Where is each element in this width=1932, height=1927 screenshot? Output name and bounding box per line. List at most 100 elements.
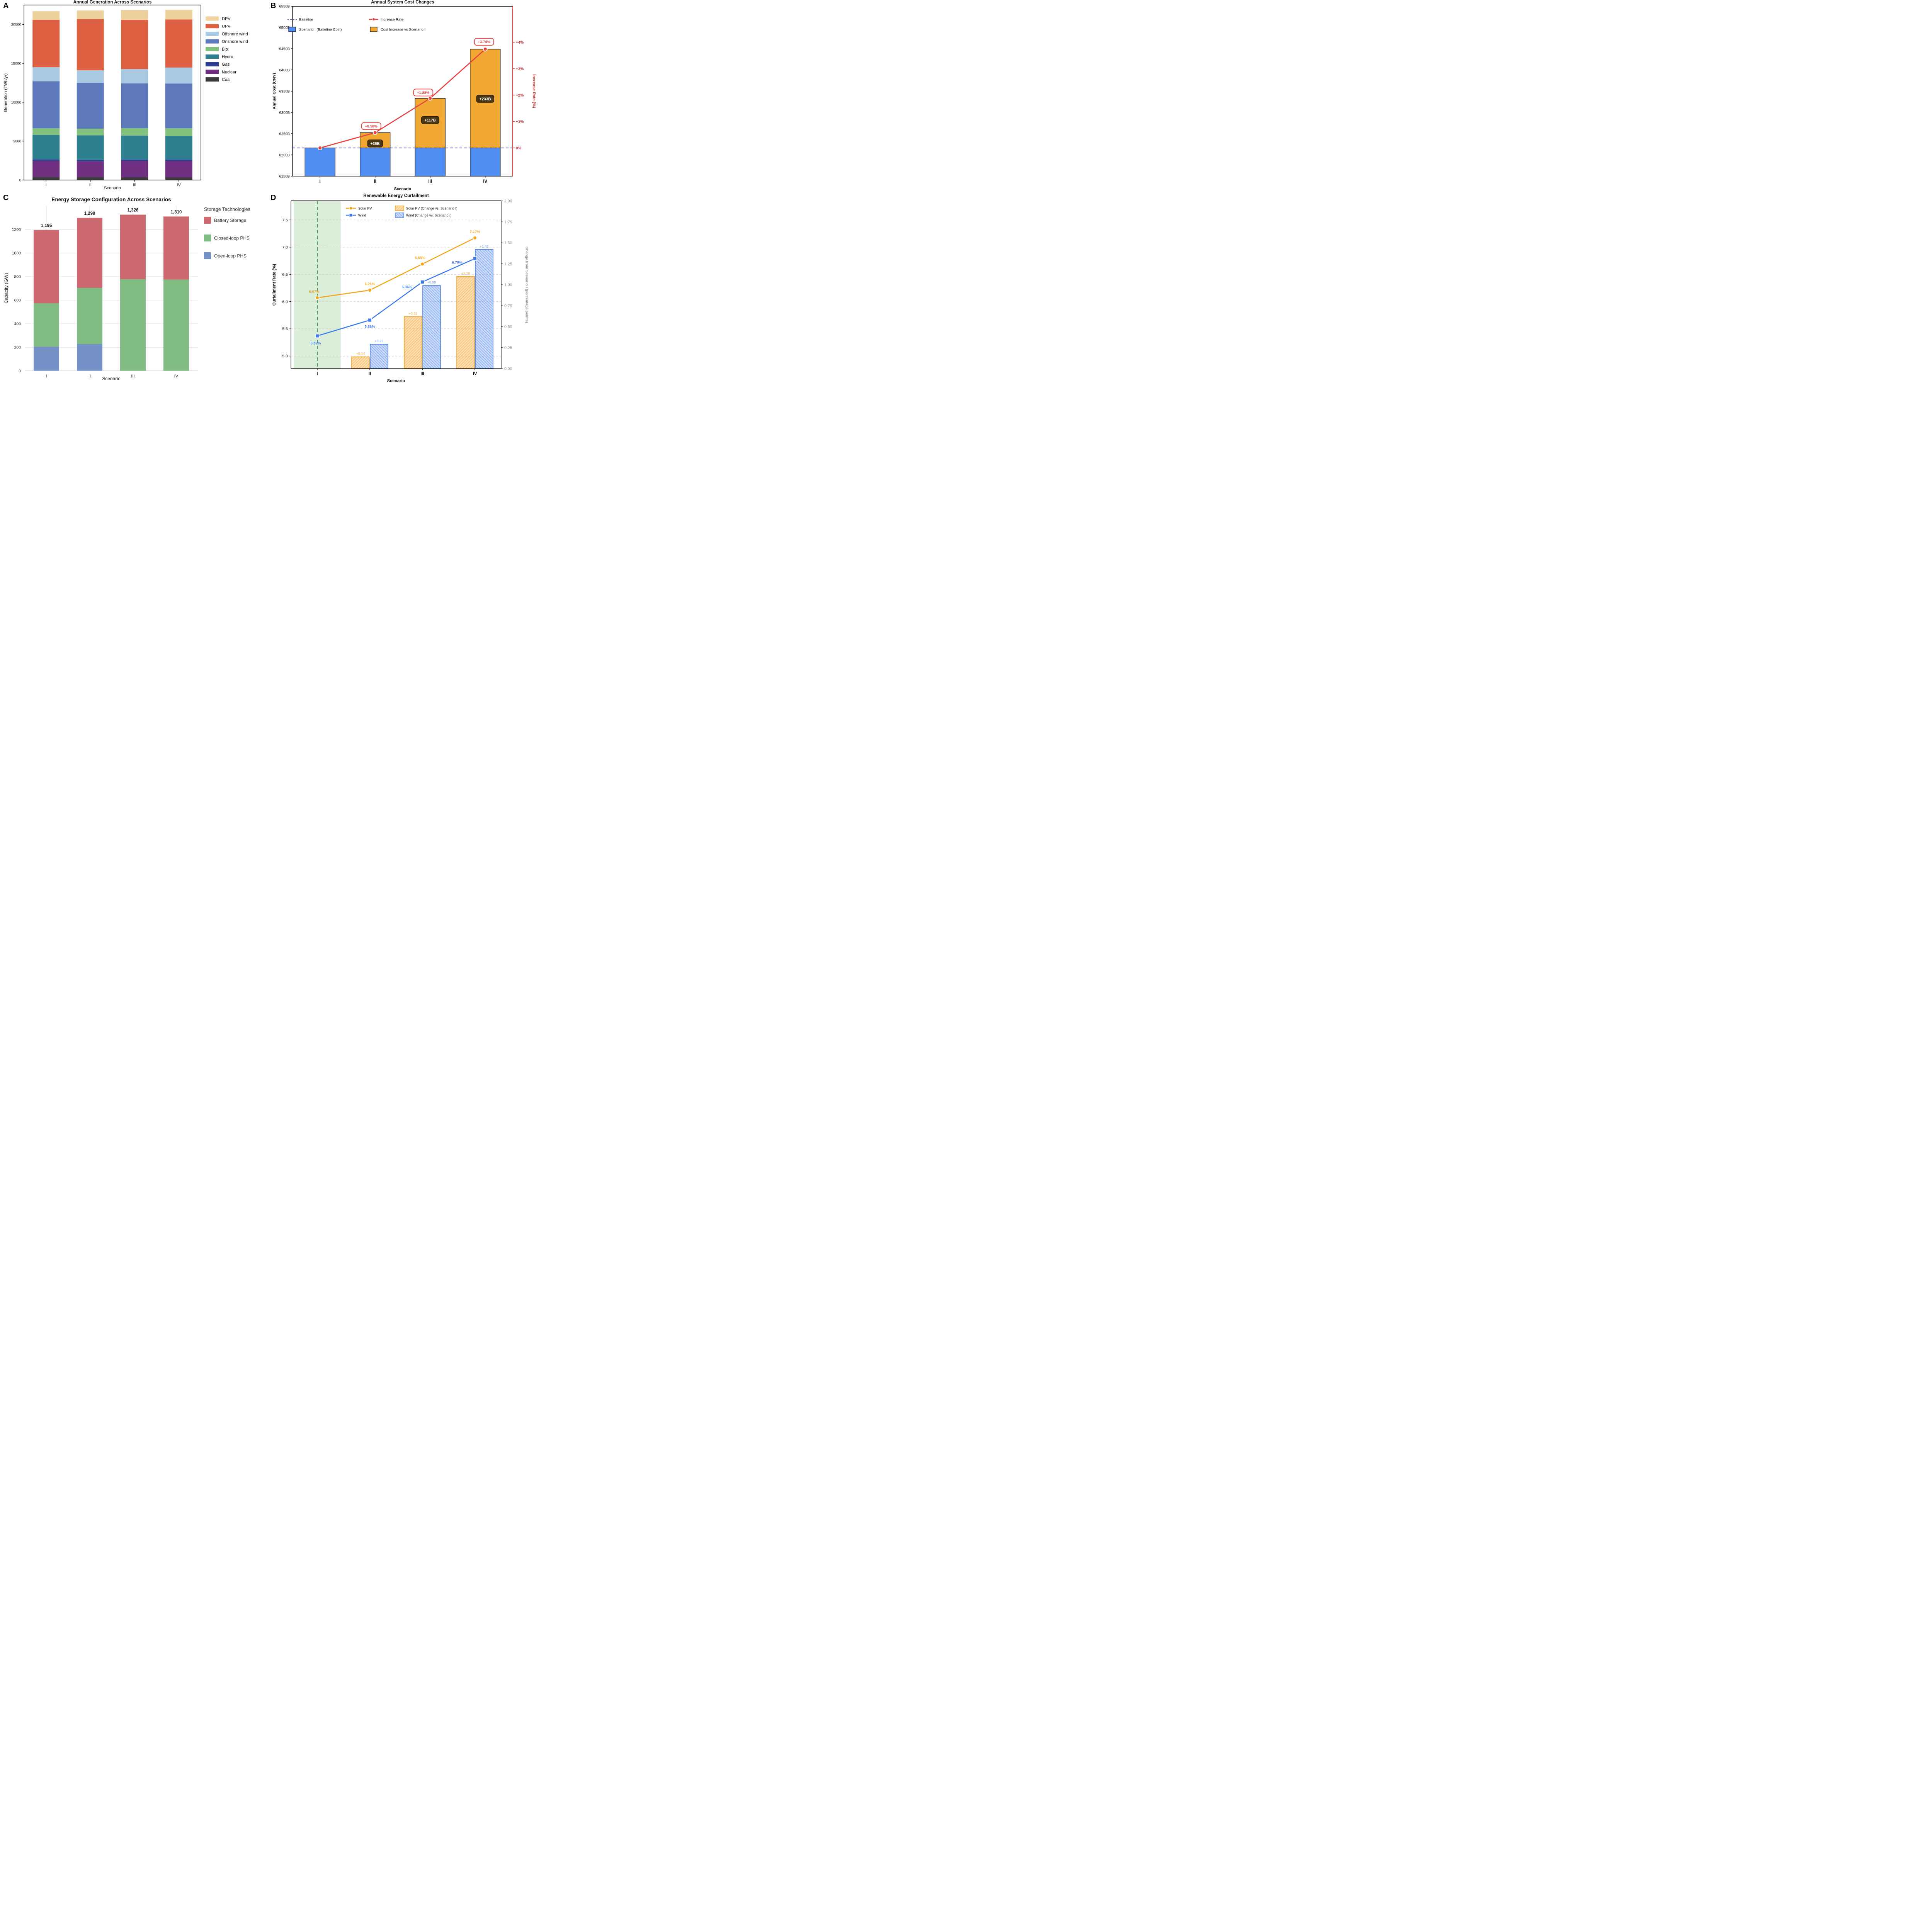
legend-swatch-battery-storage (204, 217, 211, 224)
legend-swatch-closed-loop-phs (204, 235, 211, 241)
panel-c-xlabel: Scenario (102, 376, 121, 381)
increase-annotation-label: +36B (371, 142, 380, 146)
legend-label: Wind (358, 214, 366, 218)
panel-c-title: Energy Storage Configuration Across Scen… (51, 197, 171, 202)
solar-pv-line (317, 237, 475, 299)
y-tick-label: 5000 (13, 139, 21, 144)
left-axis-ticks: 5.0 5.5 6.0 6.5 7.0 7.5 (282, 218, 291, 359)
panel-annual-generation: A Annual Generation Across Scenarios Gen… (0, 0, 269, 193)
y-tick-label: 600 (14, 298, 21, 303)
rate-annotation-label: +3.74% (478, 40, 491, 44)
legend-label: Cost Increase vs Scenario I (381, 27, 425, 32)
legend-solar-marker (349, 206, 353, 210)
right-tick-label: 1.75 (504, 220, 512, 224)
panel-b-title: Annual System Cost Changes (371, 0, 434, 5)
legend-swatch-offshore-wind (206, 31, 219, 36)
x-tick-label: IV (177, 183, 181, 187)
right-axis-ticks: 0.00 0.25 0.50 0.75 1.00 1.25 1.50 1.75 2.00 (501, 199, 512, 371)
panel-letter-d: D (270, 194, 276, 202)
bar-segment-gas-II (77, 160, 104, 161)
legend-label: Nuclear (222, 70, 236, 75)
bar-segment-coal-I (32, 177, 60, 180)
bar-segment-bio-IV (165, 128, 192, 136)
panel-b-ylabel-right: Increase Rate (%) (532, 74, 536, 108)
panel-d-title: Renewable Energy Curtailment (363, 194, 429, 198)
x-tick-label: IV (473, 372, 477, 376)
panel-curtailment: D Renewable Energy Curtailment Curtailme… (269, 193, 539, 386)
x-tick-label: I (316, 372, 318, 376)
wind-change-label: +1.42 (480, 245, 489, 248)
legend-label: UPV (222, 24, 231, 29)
legend-rate-dot (372, 18, 375, 21)
y-tick-label: 1000 (12, 251, 21, 256)
y-tick-label: 6.5 (282, 272, 288, 277)
bar-segment-upv-IV (165, 19, 192, 68)
legend-label: Closed-loop PHS (214, 236, 250, 241)
total-label-III: 1,326 (128, 208, 139, 213)
y-tick-label: 7.0 (282, 245, 288, 250)
legend-label: Onshore wind (222, 39, 248, 44)
bar-segment-upv-I (32, 20, 60, 68)
wind-change-bar-III-hatch (423, 285, 440, 369)
x-tick-label: I (46, 183, 47, 187)
legend-swatch-bio (206, 47, 219, 51)
legend-swatch-open-loop-phs (204, 252, 211, 259)
bar-segment-upv-II (77, 19, 104, 71)
x-tick-label: I (320, 179, 321, 184)
bar-segment-hydro-II (77, 135, 104, 160)
wind-change-bar-II-hatch (370, 344, 388, 369)
x-tick-label: III (133, 183, 136, 187)
y-tick-label: 6400B (279, 68, 290, 72)
y-tick-label: 6300B (279, 110, 290, 115)
bar-segment-bio-III (121, 128, 148, 136)
bar-segment-coal-IV (165, 177, 192, 180)
storage-bars (34, 214, 189, 371)
figure-annual-scenarios: A Annual Generation Across Scenarios Gen… (0, 0, 539, 386)
wind-marker-III (420, 280, 425, 284)
right-tick-label: +1% (516, 120, 524, 124)
legend-cost: Baseline Increase Rate Scenario I (Baselin… (287, 17, 425, 32)
bar-segment-dpv-I (32, 11, 60, 20)
legend-label: Bio (222, 47, 228, 52)
legend-generation: DPV UPV Offshore wind Onshore wind Bio Hydro G… (206, 16, 248, 82)
rate-point-IV (483, 47, 488, 52)
wind-line (317, 258, 475, 336)
panel-a-xlabel: Scenario (104, 186, 121, 190)
x-axis-ticks: I II III IV (316, 369, 477, 376)
wind-value-label: 6.79% (452, 260, 463, 265)
x-tick-label: II (369, 372, 371, 376)
x-tick-label: II (374, 179, 376, 184)
legend-wind-change-box-edge (395, 212, 404, 218)
bar-segment-gas-IV (165, 160, 192, 161)
right-tick-label: +3% (516, 67, 524, 71)
y-tick-label: 6450B (279, 47, 290, 51)
bar-segment-gas-III (121, 160, 148, 161)
rate-annotation-label: +0.58% (365, 124, 378, 129)
bar-segment-gas-I (32, 159, 60, 161)
y-tick-label: 5.5 (282, 327, 288, 331)
bar-baseline-cost-I (304, 148, 335, 177)
y-tick-label: 10000 (11, 100, 21, 105)
y-tick-label: 0 (19, 369, 21, 374)
bar-segment-open-loop-phs-II (77, 344, 102, 371)
right-tick-label: 0.25 (504, 345, 512, 350)
x-tick-label: II (89, 183, 92, 187)
panel-b-ylabel: Annual Cost (CNY) (272, 73, 277, 109)
plot-frame (24, 5, 201, 180)
solar-value-label: 6.07% (309, 290, 320, 294)
y-tick-label: 6500B (279, 25, 290, 30)
bar-segment-nuclear-I (32, 161, 60, 177)
legend-label: Coal (222, 78, 231, 82)
bar-segment-offshore-wind-II (77, 70, 104, 83)
wind-value-label: 5.37% (311, 341, 321, 345)
right-tick-label: 0.00 (504, 367, 512, 371)
right-axis-ticks: 0% +1% +2% +3% +4% (513, 41, 524, 151)
bar-segment-nuclear-III (121, 161, 148, 177)
bar-segment-closed-loop-phs-III (120, 279, 146, 371)
legend-solar-change-box-hatch (395, 206, 404, 211)
bar-segment-offshore-wind-III (121, 69, 148, 83)
increase-annotation-label: +117B (425, 118, 436, 122)
legend-title: Storage Technologies (204, 207, 250, 212)
wind-marker-IV (473, 256, 477, 261)
